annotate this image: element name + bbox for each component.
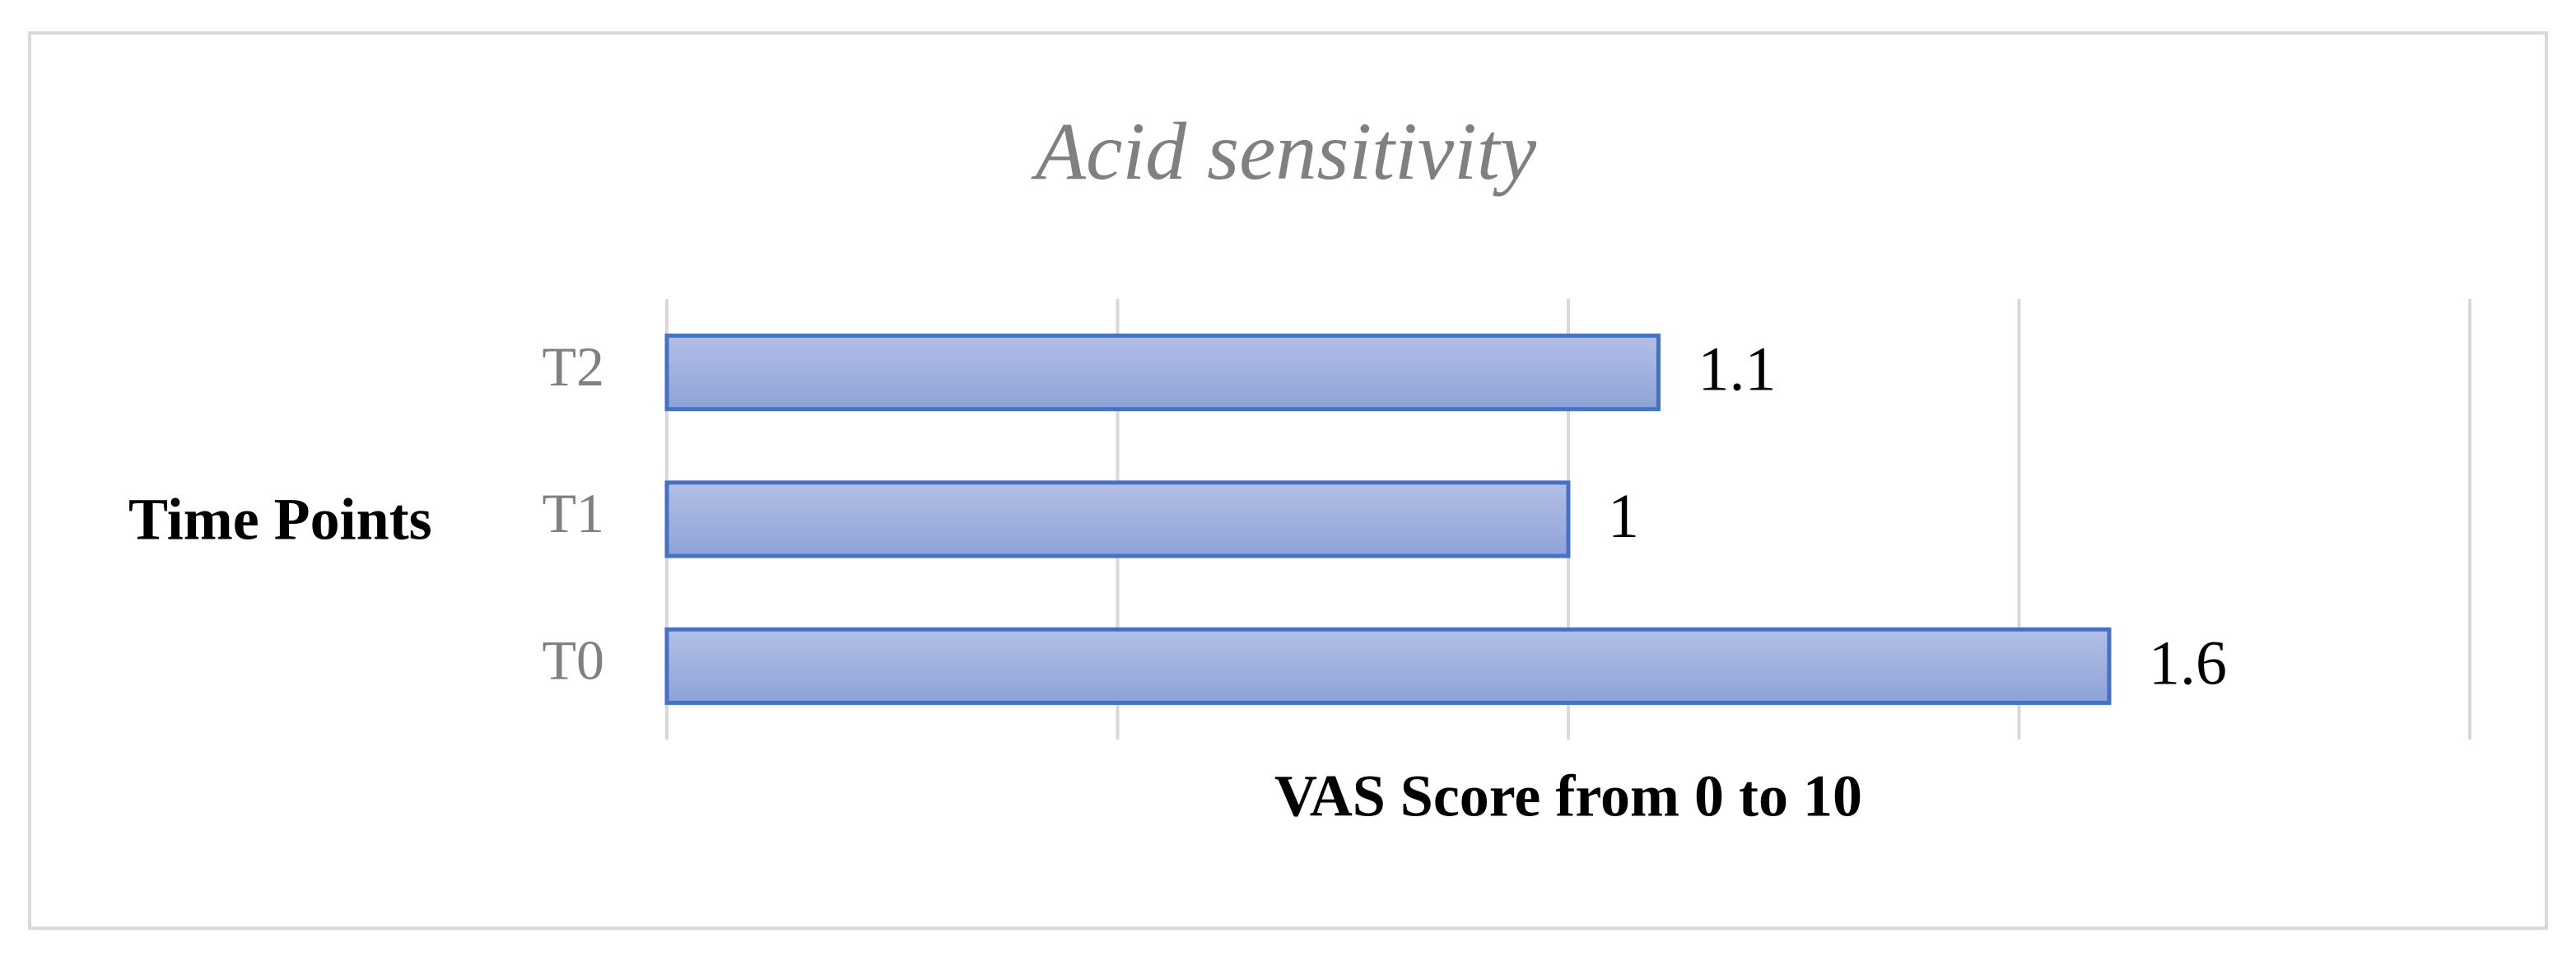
y-tick-label: T0 — [542, 628, 604, 691]
value-label: 1 — [1608, 482, 1639, 551]
x-axis-title: VAS Score from 0 to 10 — [1274, 763, 1862, 829]
y-tick-label: T1 — [542, 482, 604, 544]
value-label: 1.6 — [2149, 628, 2227, 698]
value-label: 1.1 — [1698, 335, 1777, 404]
bar — [664, 627, 2112, 705]
bar — [664, 480, 1571, 558]
bar — [664, 334, 1661, 412]
y-tick-label: T2 — [542, 335, 604, 398]
y-axis-title: Time Points — [128, 487, 432, 553]
chart-title: Acid sensitivity — [1031, 105, 1537, 197]
